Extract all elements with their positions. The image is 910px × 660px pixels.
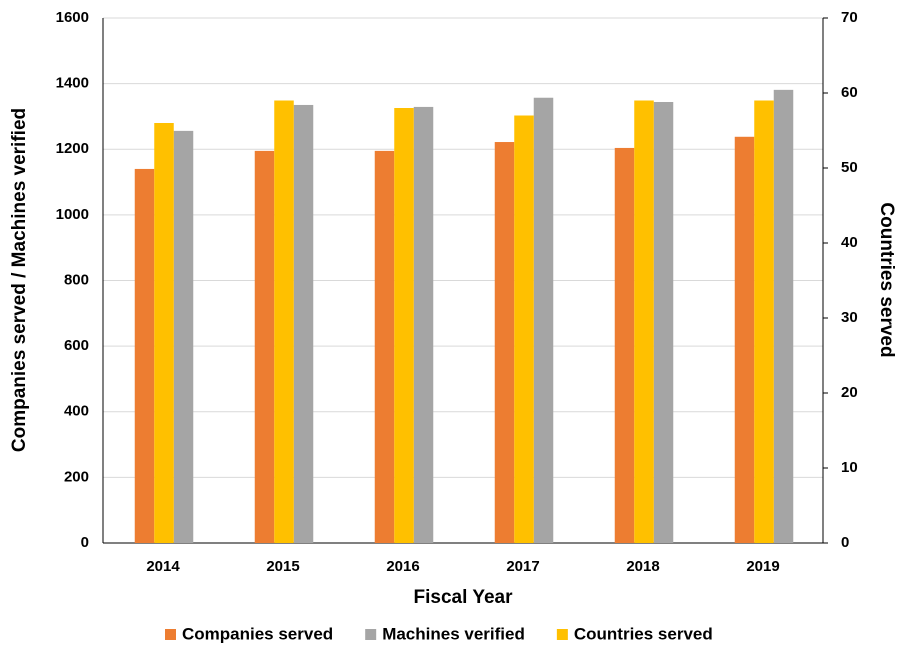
legend-swatch [556,629,568,640]
y2-tick-label: 70 [841,9,858,26]
bar [274,100,294,543]
bar [533,97,554,543]
y-tick-label: 1600 [56,9,89,26]
y2-tick-label: 40 [841,234,858,251]
y-tick-label: 1000 [56,206,89,223]
legend-text: Companies served [182,624,333,643]
y2-tick-label: 30 [841,309,858,326]
bar [614,147,635,543]
bar [494,142,515,543]
y2-tick-label: 20 [841,384,858,401]
bar [154,123,174,543]
legend-swatch [365,629,377,640]
bar [634,100,654,543]
bar [773,89,794,543]
x-tick-label: 2015 [266,558,299,575]
y-tick-label: 200 [64,468,89,485]
x-tick-label: 2017 [506,558,539,575]
x-tick-label: 2019 [746,558,779,575]
legend-text: Countries served [574,624,713,643]
x-tick-label: 2014 [146,558,180,575]
x-tick-label: 2018 [626,558,659,575]
bar [653,102,674,543]
y2-tick-label: 60 [841,84,858,101]
bar [734,136,755,543]
bar [374,150,395,543]
y-tick-label: 1200 [56,140,89,157]
y2-tick-label: 50 [841,159,858,176]
y2-tick-label: 0 [841,534,849,551]
bar [754,100,774,543]
y-tick-label: 0 [81,534,89,551]
y-tick-label: 800 [64,271,89,288]
bar [413,106,434,543]
y-tick-label: 1400 [56,75,89,92]
bar [293,104,314,543]
bar [254,150,275,543]
bar [394,108,414,543]
y2-axis-title: Countries served [876,202,897,357]
x-tick-label: 2016 [386,558,419,575]
y-tick-label: 600 [64,337,89,354]
bar [134,168,155,543]
y-axis-title: Companies served / Machines verified [9,108,30,452]
legend-text: Machines verified [382,624,525,643]
y2-tick-label: 10 [841,459,858,476]
x-axis-title: Fiscal Year [414,587,514,608]
y-tick-label: 400 [64,403,89,420]
bar [514,115,534,543]
legend-swatch [165,629,176,640]
bar [173,130,194,543]
